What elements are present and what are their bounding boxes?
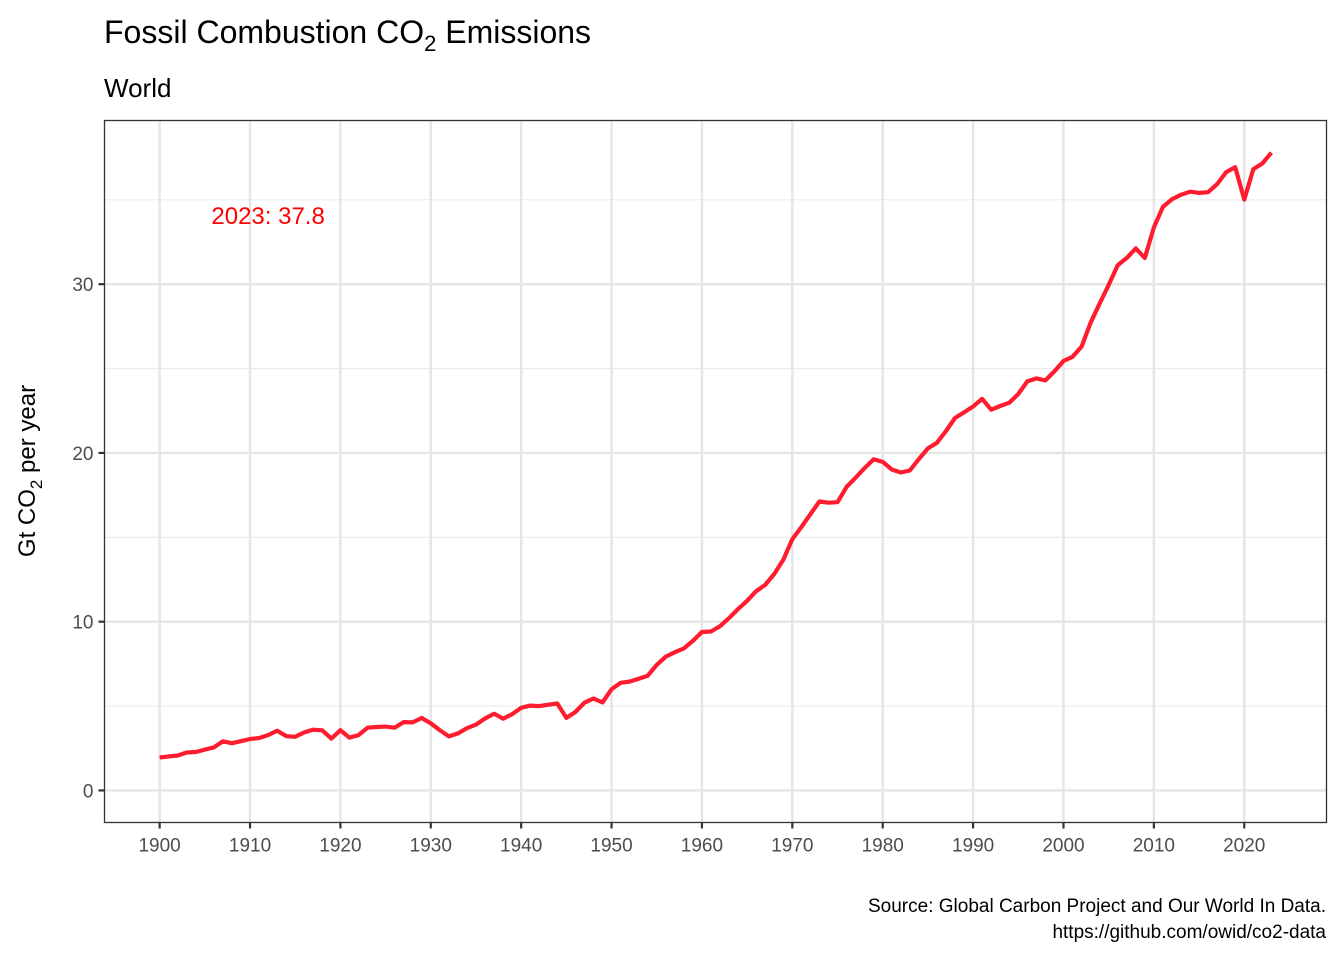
series-layer <box>159 151 1274 760</box>
y-tick-label: 10 <box>72 613 93 634</box>
x-tick-label: 1940 <box>500 836 542 857</box>
y-tick-label: 30 <box>72 275 93 296</box>
x-tick-label: 1970 <box>771 836 813 857</box>
panel-border <box>103 119 1328 824</box>
x-tick-label: 1960 <box>681 836 723 857</box>
grid-lines <box>104 120 1327 823</box>
x-tick-label: 1920 <box>319 836 361 857</box>
source-url: https://github.com/owid/co2-data <box>1052 922 1326 943</box>
x-tick-label: 1900 <box>138 836 180 857</box>
latest-value-annotation: 2023: 37.8 <box>211 203 324 230</box>
x-tick-label: 1910 <box>229 836 271 857</box>
chart-subtitle: World <box>104 73 171 103</box>
y-tick-label: 0 <box>83 781 94 802</box>
x-tick-label: 1980 <box>862 836 904 857</box>
x-tick-label: 1950 <box>590 836 632 857</box>
x-axis: 1900 1910 1920 1930 1940 1950 1960 1970 1980 1990… <box>138 822 1265 857</box>
x-tick-label: 2000 <box>1042 836 1084 857</box>
y-axis: 0 10 20 30 <box>72 275 105 802</box>
series-line-world <box>159 151 1274 760</box>
x-tick-label: 2020 <box>1223 836 1265 857</box>
x-tick-label: 2010 <box>1133 836 1175 857</box>
y-axis-title: Gt CO2 per year <box>14 385 46 557</box>
y-tick-label: 20 <box>72 444 93 465</box>
chart-title: Fossil Combustion CO2 Emissions <box>104 14 591 56</box>
x-tick-label: 1930 <box>410 836 452 857</box>
source-caption: Source: Global Carbon Project and Our Wo… <box>868 896 1326 917</box>
x-tick-label: 1990 <box>952 836 994 857</box>
